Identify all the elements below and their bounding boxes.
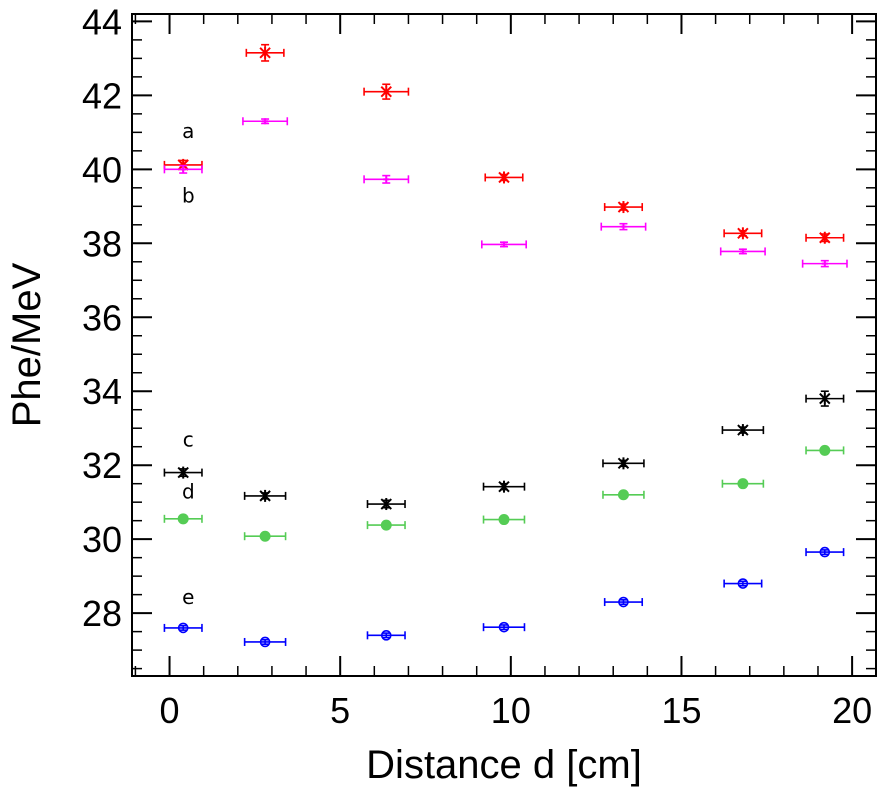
data-point — [242, 117, 289, 126]
y-tick-label: 40 — [82, 149, 122, 190]
data-point — [805, 390, 845, 407]
data-point — [363, 83, 410, 100]
data-point — [366, 519, 406, 531]
open-circle-marker — [618, 596, 629, 608]
data-point — [721, 424, 765, 437]
y-tick-label: 38 — [82, 223, 122, 264]
filled-circle-marker — [819, 444, 831, 456]
y-tick-label: 30 — [82, 519, 122, 560]
data-point — [603, 596, 644, 608]
open-circle-marker — [177, 622, 189, 634]
data-point — [805, 546, 845, 558]
series-c — [163, 390, 845, 511]
y-tick-label: 42 — [82, 75, 122, 116]
series-e — [163, 546, 845, 648]
series-label-a: a — [182, 119, 194, 143]
data-point — [366, 498, 406, 511]
data-point — [482, 480, 526, 493]
open-circle-marker — [380, 630, 392, 641]
filled-circle-marker — [259, 530, 271, 542]
open-circle-marker — [737, 578, 749, 589]
x-tick-label: 20 — [832, 690, 872, 731]
data-point — [482, 621, 526, 633]
data-point — [366, 630, 406, 641]
data-point — [482, 514, 526, 526]
data-point — [602, 489, 645, 501]
x-tick-label: 5 — [330, 690, 350, 731]
data-point — [243, 489, 287, 502]
data-point — [363, 174, 410, 184]
data-point — [801, 259, 848, 268]
data-point — [243, 530, 287, 542]
open-circle-marker — [498, 621, 510, 633]
x-tick-label: 0 — [160, 690, 180, 731]
open-circle-marker — [259, 636, 271, 648]
series-label-d: d — [182, 479, 195, 503]
data-point — [603, 201, 644, 214]
plot-frame — [131, 13, 877, 677]
filled-circle-marker — [380, 519, 392, 531]
series-b — [163, 117, 848, 268]
data-point — [600, 222, 647, 231]
x-tick-label: 10 — [491, 690, 531, 731]
series-label-c: c — [183, 428, 194, 452]
data-point — [163, 466, 203, 479]
data-point — [163, 622, 203, 634]
data-point — [163, 513, 203, 525]
filled-circle-marker — [737, 478, 749, 490]
y-tick-label: 36 — [82, 297, 122, 338]
series-label-b: b — [182, 184, 195, 208]
series-d — [163, 444, 845, 542]
series-label-e: e — [182, 585, 194, 609]
series-a — [163, 43, 845, 244]
open-circle-marker — [819, 546, 831, 558]
data-point — [602, 457, 645, 470]
data-point — [721, 478, 765, 490]
data-point — [805, 231, 845, 244]
data-point — [243, 636, 287, 648]
data-point — [723, 227, 763, 240]
data-point — [163, 164, 203, 174]
data-point — [719, 247, 766, 256]
data-point — [484, 171, 524, 184]
series-annotations: a b c d e — [182, 119, 195, 609]
y-tick-label: 32 — [82, 445, 122, 486]
x-tick-label: 15 — [661, 690, 701, 731]
x-axis-title: Distance d [cm] — [366, 743, 642, 787]
filled-circle-marker — [177, 513, 189, 525]
y-axis-title: Phe/MeV — [5, 262, 49, 427]
y-tick-label: 34 — [82, 371, 122, 412]
data-point — [245, 43, 285, 62]
filled-circle-marker — [498, 514, 510, 526]
data-point — [723, 578, 763, 589]
axis-ticks — [132, 14, 876, 676]
data-point — [481, 240, 527, 249]
y-tick-label: 28 — [82, 593, 122, 634]
data-point — [805, 444, 845, 456]
filled-circle-marker — [617, 489, 629, 501]
tick-labels: 0 5 10 15 20 28 30 32 34 36 38 40 42 44 — [82, 1, 872, 731]
data-series — [163, 43, 848, 648]
y-tick-label: 44 — [82, 1, 122, 42]
